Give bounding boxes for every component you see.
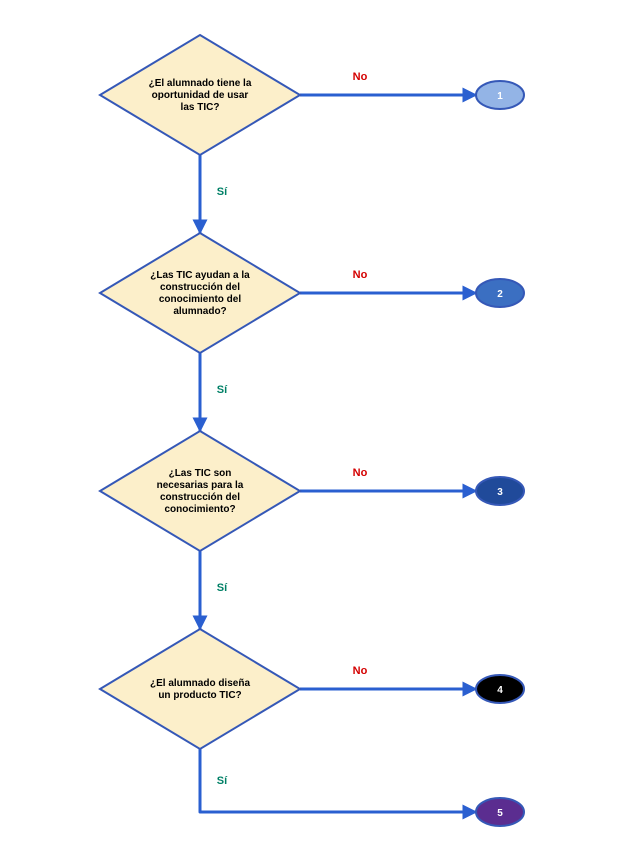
decision-label-q3-line2: construcción del <box>160 492 240 503</box>
endpoint-label-e5: 5 <box>497 808 503 819</box>
decision-q3 <box>100 431 300 551</box>
edge-q4-e5 <box>200 749 476 812</box>
edge-label-no: No <box>353 269 368 281</box>
decision-label-q3-line0: ¿Las TIC son <box>169 468 232 479</box>
decision-q4 <box>100 629 300 749</box>
edge-label-no: No <box>353 665 368 677</box>
endpoint-label-e4: 4 <box>497 685 503 696</box>
edge-label-no: No <box>353 71 368 83</box>
decision-label-q2-line0: ¿Las TIC ayudan a la <box>150 270 250 281</box>
endpoint-label-e3: 3 <box>497 487 503 498</box>
decision-label-q4-line0: ¿El alumnado diseña <box>150 678 250 689</box>
edge-label-yes: Sí <box>217 186 228 198</box>
decision-label-q2-line1: construcción del <box>160 282 240 293</box>
decision-label-q3-line1: necesarias para la <box>157 480 244 491</box>
decision-label-q1-line2: las TIC? <box>181 102 220 113</box>
endpoint-label-e2: 2 <box>497 289 503 300</box>
decision-label-q2-line3: alumnado? <box>173 306 226 317</box>
decision-label-q4-line1: un producto TIC? <box>158 690 241 701</box>
flowchart-canvas: No Sí No Sí No Sí No Sí ¿El alumnado tiene laopo… <box>0 0 621 859</box>
edge-label-yes: Sí <box>217 775 228 787</box>
decision-q2 <box>100 233 300 353</box>
decision-label-q2-line2: conocimiento del <box>159 294 241 305</box>
endpoint-label-e1: 1 <box>497 91 503 102</box>
decision-label-q1-line0: ¿El alumnado tiene la <box>149 78 252 89</box>
decision-label-q3-line3: conocimiento? <box>164 504 235 515</box>
edge-label-no: No <box>353 467 368 479</box>
edge-label-yes: Sí <box>217 582 228 594</box>
edge-label-yes: Sí <box>217 384 228 396</box>
decision-label-q1-line1: oportunidad de usar <box>152 90 249 101</box>
